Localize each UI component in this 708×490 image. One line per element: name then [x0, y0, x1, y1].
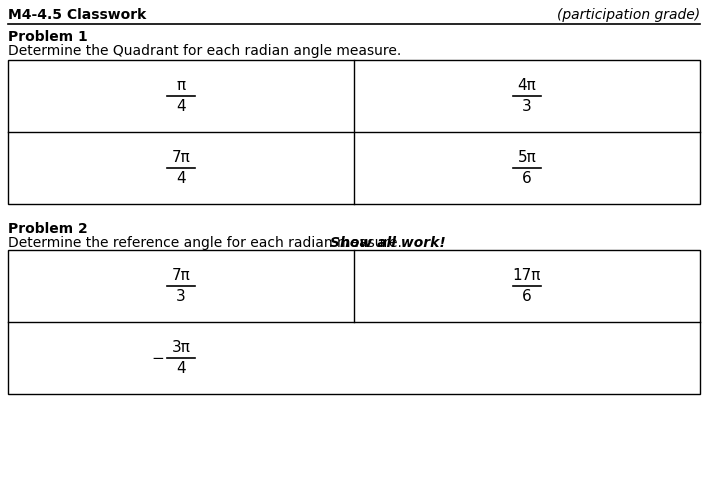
Text: 6: 6: [522, 289, 532, 304]
Bar: [8, 250, 700, 394]
Text: 3π: 3π: [171, 340, 190, 355]
Text: Problem 1: Problem 1: [8, 30, 88, 44]
Text: Show all work!: Show all work!: [330, 236, 445, 250]
Text: 6: 6: [522, 171, 532, 186]
Text: −: −: [152, 350, 164, 366]
Text: (participation grade): (participation grade): [557, 8, 700, 22]
Text: π: π: [176, 78, 185, 93]
Text: 5π: 5π: [518, 150, 537, 165]
Text: 4π: 4π: [518, 78, 537, 93]
Text: 3: 3: [522, 99, 532, 114]
Text: 7π: 7π: [171, 268, 190, 283]
Text: 4: 4: [176, 171, 185, 186]
Text: Problem 2: Problem 2: [8, 222, 88, 236]
Text: 3: 3: [176, 289, 186, 304]
Bar: [8, 60, 700, 204]
Text: 17π: 17π: [513, 268, 541, 283]
Text: M4-4.5 Classwork: M4-4.5 Classwork: [8, 8, 147, 22]
Text: 7π: 7π: [171, 150, 190, 165]
Text: 4: 4: [176, 361, 185, 376]
Text: 4: 4: [176, 99, 185, 114]
Text: Determine the reference angle for each radian measure.: Determine the reference angle for each r…: [8, 236, 406, 250]
Text: Determine the Quadrant for each radian angle measure.: Determine the Quadrant for each radian a…: [8, 44, 401, 58]
